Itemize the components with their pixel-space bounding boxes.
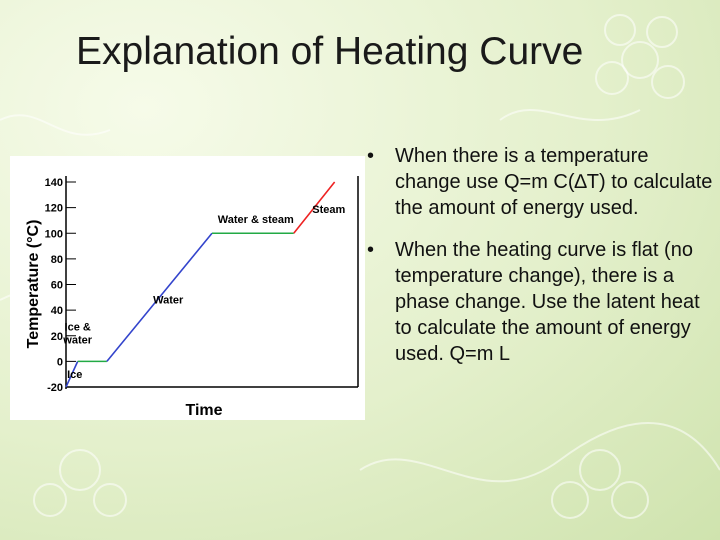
slide-title: Explanation of Heating Curve (76, 30, 584, 73)
y-axis-label: Temperature (°C) (25, 220, 42, 349)
chart-svg: 140 120 100 80 60 40 20 0 -20 Ice Ice &water Water… (25, 176, 359, 419)
y-tick-label: 140 (45, 177, 63, 189)
annotation-label: Steam (312, 204, 345, 216)
bullet-text: When there is a temperature change use Q… (395, 145, 713, 219)
y-tick-label: 0 (57, 356, 63, 368)
annotation-label: Water (153, 295, 184, 307)
bullet-dot: • (367, 239, 375, 261)
y-tick-label: 100 (45, 228, 63, 240)
annotation-label: water (62, 334, 92, 346)
x-axis-label: Time (185, 402, 222, 419)
series-water (106, 232, 213, 362)
chart-axes: 140 120 100 80 60 40 20 0 -20 (45, 176, 359, 394)
y-tick-label: -20 (47, 382, 63, 394)
y-tick-label: 60 (51, 280, 63, 292)
chart-marks: Ice Ice &water Water Water & steam Steam (62, 181, 346, 388)
bullet-list: • When there is a temperature change use… (365, 143, 717, 383)
bullet-item: • When there is a temperature change use… (365, 143, 717, 221)
y-tick-label: 80 (51, 254, 63, 266)
y-tick-label: 120 (45, 203, 63, 215)
series-steam (293, 181, 336, 234)
annotation-label: Ice & (65, 322, 91, 334)
y-tick-label: 20 (51, 331, 63, 343)
bullet-text: When the heating curve is flat (no tempe… (395, 239, 700, 365)
bullet-dot: • (367, 145, 375, 167)
annotation-label: Ice (67, 369, 82, 381)
series-ice (65, 361, 79, 388)
y-tick-label: 40 (51, 305, 63, 317)
heating-curve-chart: 140 120 100 80 60 40 20 0 -20 Ice Ice & water Water… (10, 156, 365, 420)
bullet-item: • When the heating curve is flat (no tem… (365, 237, 717, 367)
annotation-label: Water & steam (218, 214, 294, 226)
